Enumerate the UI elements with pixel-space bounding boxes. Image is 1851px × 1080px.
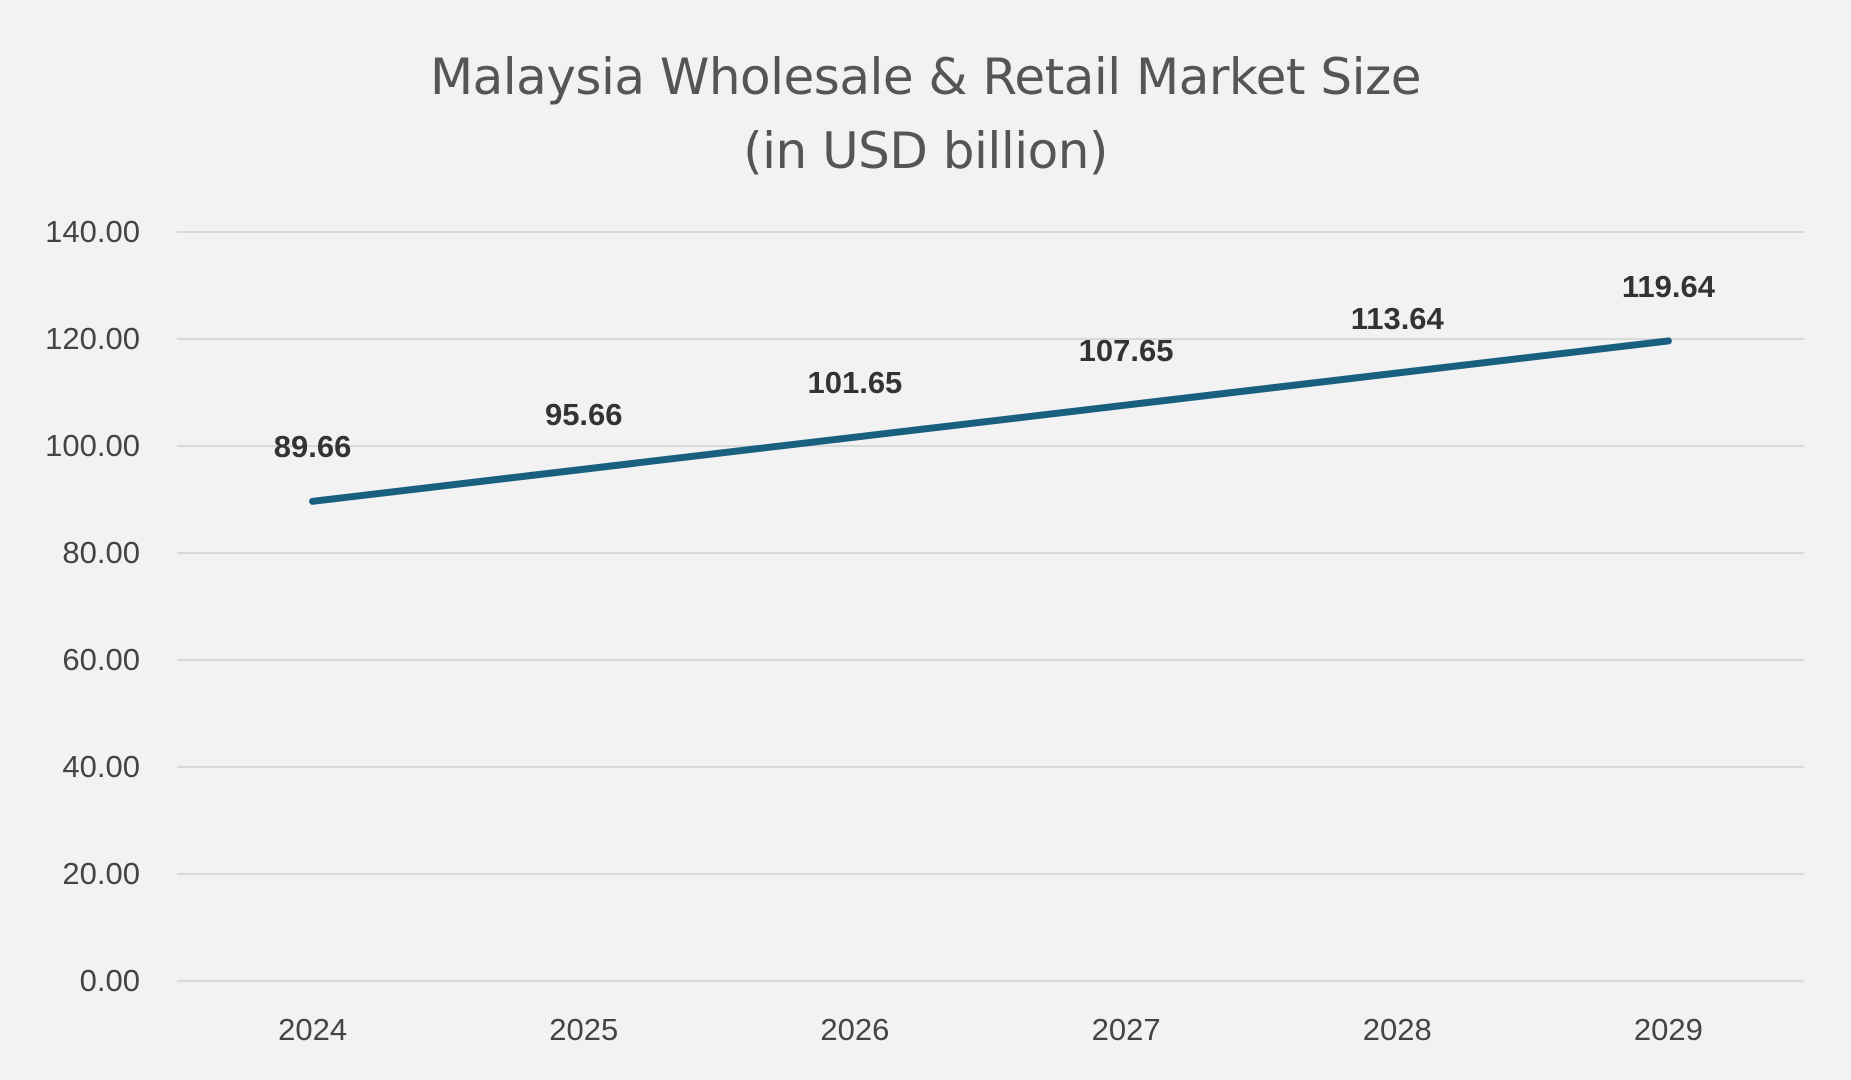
data-label: 89.66 (273, 429, 352, 465)
data-label: 113.64 (1350, 301, 1444, 337)
x-tick-label: 2024 (278, 1012, 348, 1047)
y-tick-label: 0.00 (79, 963, 140, 998)
data-label: 107.65 (1078, 333, 1174, 369)
data-label: 119.64 (1621, 268, 1715, 304)
y-tick-label: 140.00 (45, 214, 140, 249)
y-tick-label: 120.00 (45, 321, 140, 356)
y-tick-label: 60.00 (62, 642, 140, 677)
chart-title: Malaysia Wholesale & Retail Market Size … (0, 40, 1851, 188)
x-tick-label: 2025 (549, 1012, 619, 1047)
y-tick-label: 80.00 (62, 535, 140, 570)
y-tick-label: 100.00 (45, 428, 140, 463)
x-tick-label: 2027 (1091, 1012, 1161, 1047)
y-tick-label: 40.00 (62, 749, 140, 784)
x-tick-label: 2026 (820, 1012, 890, 1047)
data-label: 101.65 (807, 365, 903, 401)
chart-title-line1: Malaysia Wholesale & Retail Market Size (430, 48, 1421, 106)
x-tick-label: 2028 (1362, 1012, 1432, 1047)
chart-title-line2: (in USD billion) (743, 122, 1108, 180)
x-tick-label: 2029 (1633, 1012, 1703, 1047)
y-tick-label: 20.00 (62, 856, 140, 891)
series-line (309, 337, 1672, 505)
data-label: 95.66 (544, 397, 623, 433)
